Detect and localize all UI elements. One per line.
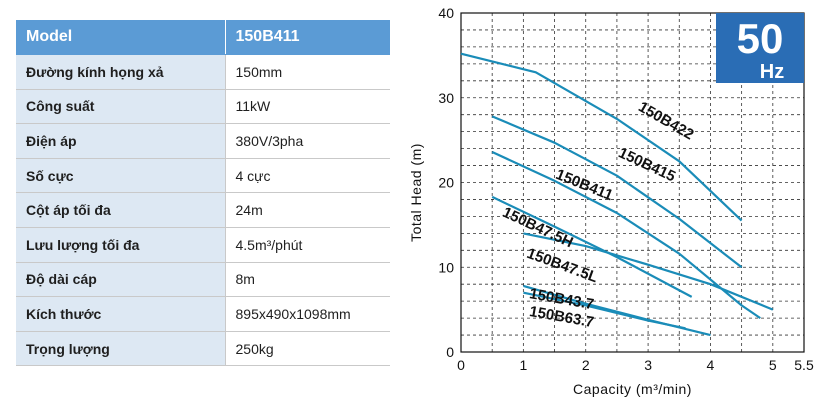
spec-value: 4.5m³/phút [225,227,390,263]
spec-table: Model 150B411 Đường kính họng xả 150mm Côn… [16,20,390,367]
x-tick-label: 5 [769,357,777,373]
spec-row: Điện áp 380V/3pha [16,123,390,159]
spec-label: Số cực [16,158,226,194]
x-tick-label: 2 [582,357,590,373]
spec-row: Cột áp tối đa 24m [16,192,390,229]
spec-value: 11kW [225,89,390,125]
spec-row: Lưu lượng tối đa 4.5m³/phút [16,227,390,263]
y-axis-label: Total Head (m) [408,143,424,242]
plot-frame [460,12,805,353]
series-line [491,195,693,298]
spec-value: 8m [225,262,390,298]
spec-table-body: Model 150B411 Đường kính họng xả 150mm Côn… [16,20,390,367]
spec-label: Công suất [16,89,226,125]
spec-value: 150mm [225,54,390,90]
spec-value: 250kg [225,331,390,367]
spec-header-value: 150B411 [225,20,390,56]
frequency-badge [716,13,804,83]
spec-label: Độ dài cáp [16,262,226,298]
y-tick-label: 30 [438,90,454,106]
y-tick-label: 10 [438,259,454,275]
x-tick-label: 3 [644,357,652,373]
spec-value: 380V/3pha [225,123,390,159]
spec-label: Trọng lượng [16,331,226,367]
spec-label: Lưu lượng tối đa [16,227,226,263]
series-label: 150B415 [616,144,678,185]
y-tick-label: 40 [438,5,454,21]
spec-row: Độ dài cáp 8m [16,262,390,298]
spec-value: 24m [225,192,390,229]
spec-row: Công suất 11kW [16,89,390,125]
y-tick-label: 0 [446,344,454,360]
spec-value: 4 cực [225,158,390,194]
x-tick-label: 0 [457,357,465,373]
frequency-badge-value: 50 [737,15,784,62]
series-label: 150B411 [553,166,615,204]
spec-row: Trọng lượng 250kg [16,331,390,367]
y-tick-label: 20 [438,175,454,191]
series-line [523,291,686,330]
spec-value: 895x490x1098mm [225,296,390,332]
spec-label: Kích thước [16,296,226,332]
series-line [491,151,761,320]
series-label: 150B47.5L [525,245,601,286]
x-tick-label: 4 [707,357,715,373]
series-line [523,232,774,311]
x-axis-label: Capacity (m³/min) [573,381,692,397]
spec-row: Đường kính họng xả 150mm [16,54,390,90]
spec-row: Kích thước 895x490x1098mm [16,296,390,332]
x-tick-label: 1 [519,357,527,373]
spec-row: Số cực 4 cực [16,158,390,194]
spec-label: Đường kính họng xả [16,54,226,90]
series-line [491,115,743,269]
spec-header-row: Model 150B411 [16,20,390,56]
series-line [460,52,743,222]
x-tick-label: 5.5 [794,357,814,373]
frequency-badge-unit: Hz [760,61,784,83]
spec-header-label: Model [16,20,226,56]
spec-label: Cột áp tối đa [16,192,226,229]
spec-label: Điện áp [16,123,226,159]
series-label: 150B47.5H [500,204,576,251]
